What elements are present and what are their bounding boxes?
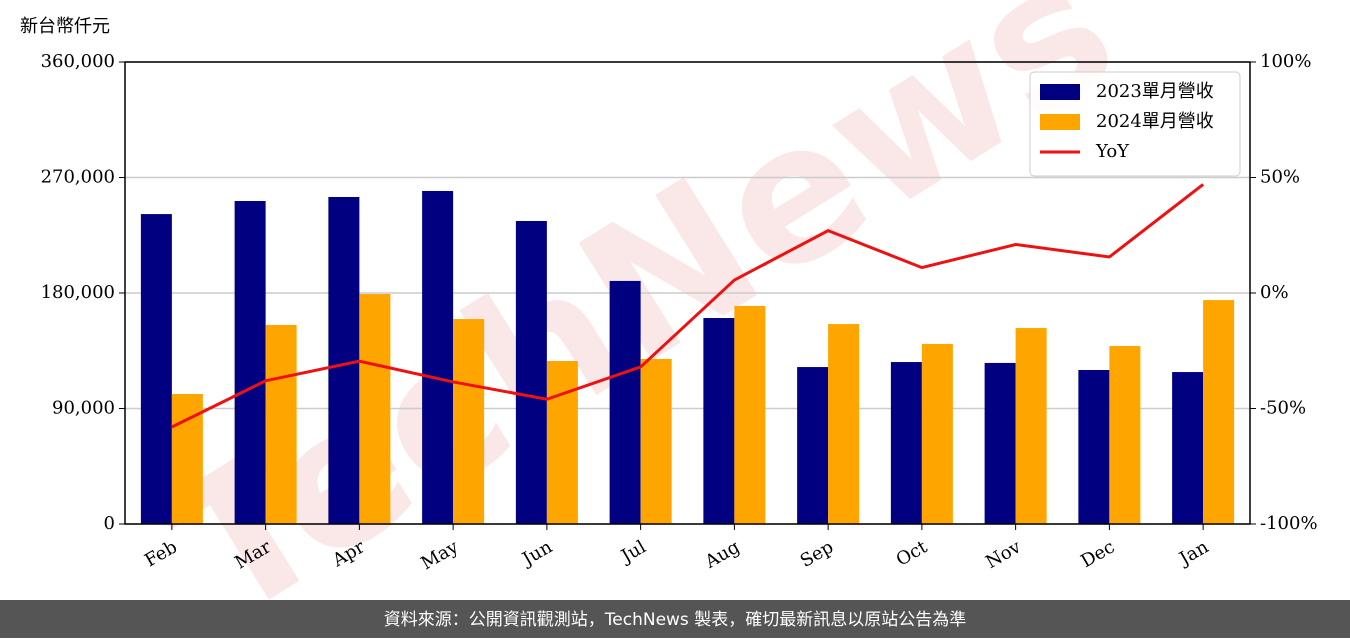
y-tick-label: 180,000 <box>41 282 115 303</box>
bar <box>828 324 860 524</box>
bar <box>515 221 547 524</box>
y-axis-title: 新台幣仟元 <box>20 16 110 37</box>
bar <box>328 197 360 525</box>
x-tick-label: Jun <box>517 536 556 571</box>
y2-tick-label: 100% <box>1260 51 1311 72</box>
bar <box>453 319 485 524</box>
x-tick-label: Jul <box>616 536 650 568</box>
bar <box>234 200 266 525</box>
bar <box>422 190 454 524</box>
bar <box>1109 346 1141 524</box>
y-tick-label: 90,000 <box>52 398 115 419</box>
bar <box>609 280 641 524</box>
bar <box>1078 370 1110 524</box>
line <box>171 183 1205 429</box>
bar <box>703 318 735 524</box>
bar <box>984 362 1016 524</box>
bar <box>890 362 922 524</box>
footer-bar <box>0 600 1350 638</box>
x-tick-label: Sep <box>797 536 837 571</box>
y-tick-label: 360,000 <box>41 51 115 72</box>
y-tick-label: 270,000 <box>41 167 115 188</box>
legend-label: 2024單月營收 <box>1096 111 1214 132</box>
bar <box>1015 328 1047 524</box>
x-tick-label: Jan <box>1174 536 1212 570</box>
source-note: 資料來源：公開資訊觀測站，TechNews 製表，確切最新訊息以原站公告為準 <box>384 610 966 630</box>
bar <box>1172 372 1204 524</box>
x-tick-label: Dec <box>1077 536 1118 572</box>
bar <box>734 305 766 524</box>
y-tick-label: 0 <box>104 513 115 534</box>
bar <box>140 214 172 524</box>
bar <box>1203 300 1235 524</box>
x-tick-label: Aug <box>701 536 744 573</box>
x-tick-label: Oct <box>893 536 932 571</box>
bar <box>640 358 672 524</box>
legend-label: YoY <box>1095 141 1130 162</box>
x-tick-label: Feb <box>141 536 181 571</box>
watermark: TechNews <box>136 0 1150 638</box>
bar <box>797 367 829 524</box>
legend-swatch <box>1040 114 1080 130</box>
y2-tick-label: -50% <box>1260 398 1306 419</box>
x-tick-label: Nov <box>982 536 1025 573</box>
plot-frame <box>124 61 1251 525</box>
y2-tick-label: 50% <box>1260 167 1300 188</box>
bar <box>265 324 297 524</box>
legend-label: 2023單月營收 <box>1096 81 1214 102</box>
y2-tick-label: -100% <box>1260 513 1318 534</box>
legend-swatch <box>1040 84 1080 100</box>
y2-tick-label: 0% <box>1260 282 1289 303</box>
bar <box>546 361 578 524</box>
legend-box <box>1029 71 1241 177</box>
bar <box>921 343 953 524</box>
bar <box>359 294 391 524</box>
